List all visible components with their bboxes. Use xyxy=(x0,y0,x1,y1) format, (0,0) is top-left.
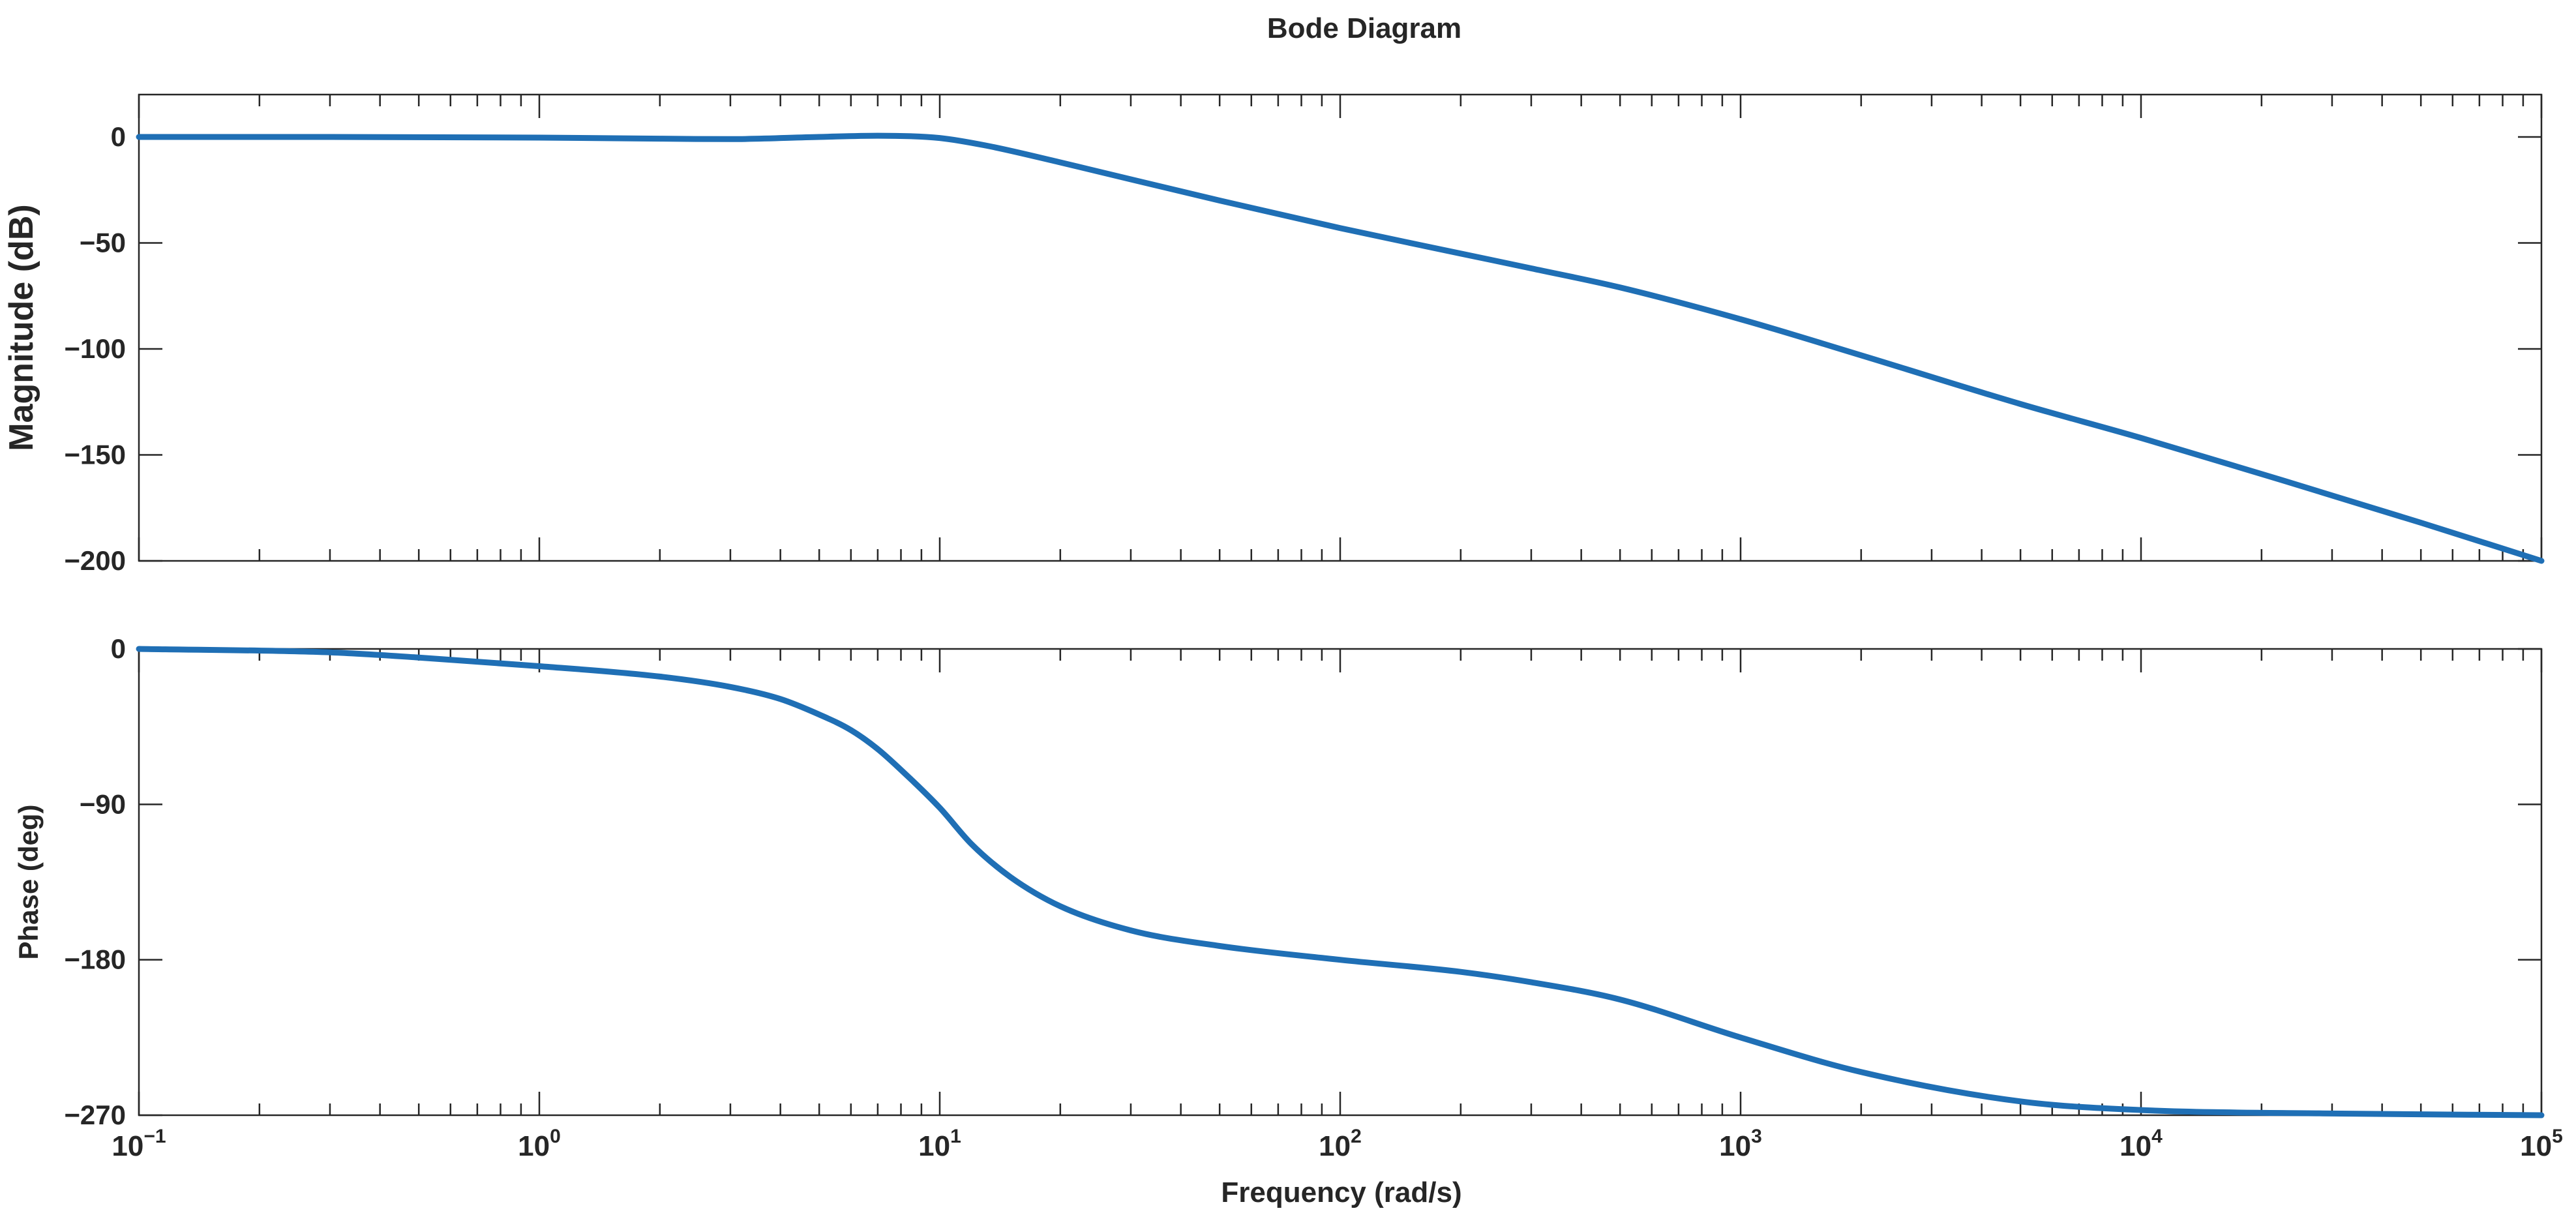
x-tick-label: 104 xyxy=(2119,1126,2163,1162)
panel-1-series-line xyxy=(136,132,2545,564)
x-tick-label: 10−1 xyxy=(112,1126,166,1162)
y-tick-label: 0 xyxy=(111,633,126,664)
x-tick-label: 102 xyxy=(1319,1126,1362,1162)
y-axis-label: Magnitude (dB) xyxy=(3,204,40,451)
panel-1-frame xyxy=(138,93,2543,562)
x-tick-label: 103 xyxy=(1719,1126,1762,1162)
chart-title: Bode Diagram xyxy=(1267,12,1461,44)
panel-2-frame xyxy=(138,648,2543,1117)
y-tick-label: −50 xyxy=(80,228,126,258)
x-tick-label: 105 xyxy=(2520,1126,2563,1162)
y-tick-label: −180 xyxy=(64,944,126,975)
panel-2-series-line xyxy=(136,646,2545,1118)
y-axis-label: Phase (deg) xyxy=(13,804,44,959)
y-tick-label: 0 xyxy=(111,121,126,152)
x-tick-label: 100 xyxy=(518,1126,561,1162)
y-tick-label: −100 xyxy=(64,333,126,364)
x-axis-label: Frequency (rad/s) xyxy=(1221,1177,1461,1208)
x-tick-label: 101 xyxy=(918,1126,961,1162)
y-tick-label: −270 xyxy=(64,1100,126,1130)
y-tick-label: −200 xyxy=(64,545,126,576)
y-tick-label: −90 xyxy=(80,788,126,819)
y-tick-label: −150 xyxy=(64,440,126,470)
